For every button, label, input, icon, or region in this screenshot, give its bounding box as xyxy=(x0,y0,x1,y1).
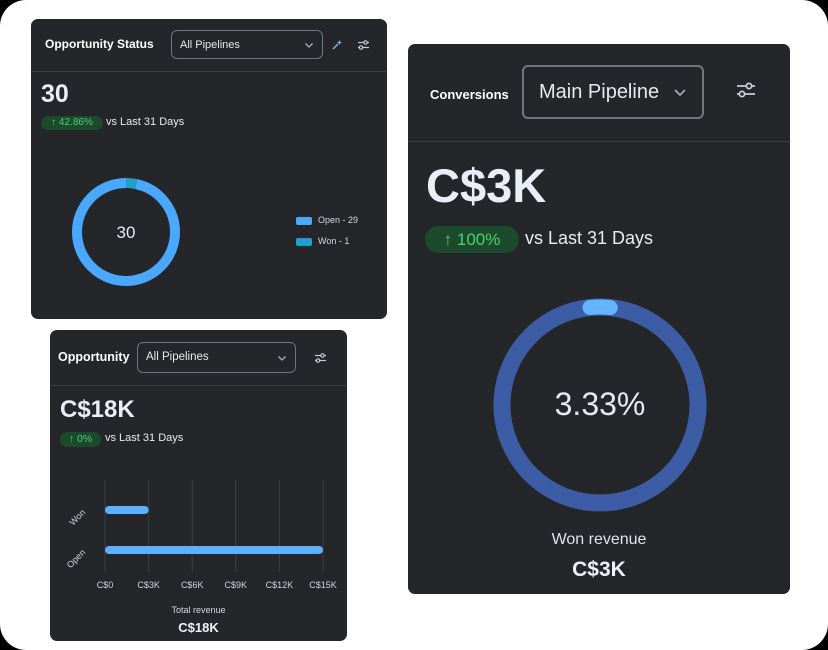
y-category-label: Open xyxy=(65,547,88,570)
pipeline-select-value: All Pipelines xyxy=(146,351,209,363)
pipeline-select[interactable]: All Pipelines xyxy=(171,30,323,59)
y-category-label: Won xyxy=(67,507,87,527)
conversion-rate-ring: 3.33% xyxy=(493,298,707,512)
status-donut-chart: 30 xyxy=(72,178,180,286)
compare-text: vs Last 31 Days xyxy=(525,228,654,248)
change-badge: ↑ 100% xyxy=(425,226,519,253)
total-count: 30 xyxy=(41,80,69,108)
donut-center-value: 30 xyxy=(117,223,136,242)
x-tick-label: C$3K xyxy=(137,580,160,590)
pipeline-select[interactable]: Main Pipeline xyxy=(522,65,704,119)
filter-sliders-icon[interactable] xyxy=(357,38,370,56)
pipeline-select-value: Main Pipeline xyxy=(539,81,660,103)
arrow-up-icon: ↑ xyxy=(443,230,453,249)
pipeline-select[interactable]: All Pipelines xyxy=(137,342,296,373)
opportunity-status-card: Opportunity Status All Pipelines xyxy=(31,19,387,319)
bar-won[interactable] xyxy=(105,506,149,514)
x-tick-label: C$15K xyxy=(309,580,337,590)
card-header: Opportunity Status All Pipelines xyxy=(31,19,387,72)
total-revenue-value: C$18K xyxy=(60,396,135,423)
change-badge: ↑ 0% xyxy=(60,432,101,447)
compare-text: vs Last 31 Days xyxy=(105,432,184,444)
legend-swatch-won xyxy=(296,238,312,246)
won-revenue-total: C$3K xyxy=(426,159,547,212)
change-value: 42.86% xyxy=(58,117,93,128)
donut-segment-won xyxy=(72,178,180,286)
revenue-bar-chart: Won Open C$0 C$3K C$6K C$9K C$12K C$15K xyxy=(65,480,337,590)
conversion-rate-value: 3.33% xyxy=(555,386,646,422)
chevron-down-icon xyxy=(278,355,286,361)
x-tick-label: C$9K xyxy=(225,580,248,590)
card-title: Conversions xyxy=(430,87,509,102)
sparkle-icon[interactable] xyxy=(331,38,343,56)
opportunity-card: Opportunity All Pipelines C$18K ↑ 0% xyxy=(50,330,347,641)
conversions-card: Conversions Main Pipeline C$3K ↑ 100% xyxy=(408,44,790,594)
won-revenue-value: C$3K xyxy=(572,558,626,581)
card-title: Opportunity xyxy=(58,350,130,364)
change-badge: ↑ 42.86% xyxy=(41,116,103,130)
filter-sliders-icon[interactable] xyxy=(736,81,756,104)
change-value: 100% xyxy=(456,230,501,249)
chevron-down-icon xyxy=(305,42,313,48)
card-title: Opportunity Status xyxy=(45,37,154,51)
chevron-down-icon xyxy=(674,89,686,97)
legend-swatch-open xyxy=(296,217,312,225)
compare-text: vs Last 31 Days xyxy=(106,116,185,128)
x-axis-label: Total revenue xyxy=(171,605,226,615)
arrow-up-icon: ↑ xyxy=(51,117,57,128)
total-revenue-footer: C$18K xyxy=(178,620,219,635)
filter-sliders-icon[interactable] xyxy=(314,351,327,369)
x-tick-label: C$6K xyxy=(181,580,204,590)
x-tick-label: C$0 xyxy=(97,580,114,590)
pipeline-select-value: All Pipelines xyxy=(180,39,240,51)
bar-open[interactable] xyxy=(105,546,323,554)
won-revenue-label: Won revenue xyxy=(551,531,647,548)
change-value: 0% xyxy=(76,433,93,445)
card-header: Opportunity All Pipelines xyxy=(50,330,347,386)
card-header: Conversions Main Pipeline xyxy=(408,44,790,142)
ring-progress-won xyxy=(494,299,706,511)
arrow-up-icon: ↑ xyxy=(68,433,75,445)
legend-label: Won - 1 xyxy=(318,236,350,246)
x-tick-label: C$12K xyxy=(266,580,294,590)
legend-label: Open - 29 xyxy=(318,215,359,225)
